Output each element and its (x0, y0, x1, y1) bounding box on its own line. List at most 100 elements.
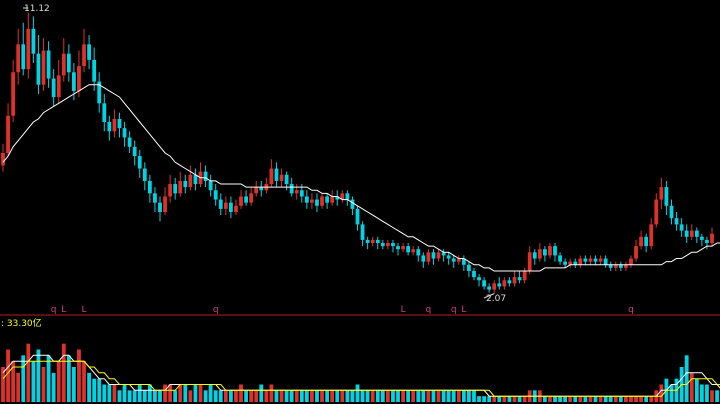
candle-body (603, 258, 608, 265)
volume-bar (593, 396, 598, 402)
candle-body (6, 115, 10, 153)
candle (259, 180, 264, 197)
volume-bar (578, 396, 583, 402)
volume-bar (21, 355, 26, 402)
candle-body (613, 264, 618, 268)
candle-body (689, 230, 694, 237)
candle-body (82, 44, 86, 67)
candle (406, 243, 411, 256)
candle-body (507, 280, 512, 284)
price-moving-average-line (2, 84, 720, 272)
event-marker: L (461, 305, 466, 315)
volume-bar (401, 390, 405, 402)
volume-bar (127, 390, 132, 402)
volume-bar (173, 390, 178, 402)
candle (603, 255, 608, 268)
candle (11, 59, 16, 122)
volume-bar (624, 396, 628, 402)
volume-bar (193, 384, 198, 402)
volume-bar (330, 390, 335, 402)
candle-body (112, 118, 117, 132)
candle-body (234, 205, 238, 212)
candle-body (355, 208, 360, 225)
volume-bar (259, 384, 264, 402)
candle (532, 249, 537, 265)
candle (659, 177, 664, 209)
candle-body (1, 153, 5, 166)
volume-bar (477, 396, 481, 402)
volume-bar (178, 384, 183, 402)
volume-bar (370, 390, 375, 402)
candle-body (31, 28, 36, 54)
candle-body (345, 193, 350, 200)
volume-bar (41, 367, 46, 402)
candle-body (563, 261, 568, 265)
volume-bar (689, 372, 694, 402)
candle-body (527, 252, 532, 271)
candle-body (441, 252, 446, 256)
candle (117, 112, 122, 138)
volume-bar (153, 390, 157, 402)
candle-body (644, 236, 649, 247)
candle-body (163, 196, 167, 212)
candle-body (553, 246, 557, 256)
candle (588, 255, 593, 265)
candle-body (588, 258, 593, 262)
candle (492, 280, 497, 294)
candle-body (320, 196, 324, 206)
volume-bar (411, 390, 416, 402)
volume-bar (608, 396, 613, 402)
candle-body (208, 180, 213, 191)
candle (553, 243, 557, 262)
candle (664, 180, 669, 216)
candle (340, 190, 345, 203)
candle-body (61, 53, 66, 76)
candle (350, 196, 355, 216)
candle-body (279, 174, 284, 181)
volume-bar (380, 390, 385, 402)
candle-body (542, 249, 547, 256)
volume-bar (51, 372, 56, 402)
candle (269, 159, 274, 188)
volume-bar (684, 355, 689, 402)
candle (629, 255, 633, 268)
candle (66, 44, 71, 82)
candle (87, 35, 91, 70)
candle (41, 38, 46, 91)
candle (132, 140, 137, 166)
candle-body (512, 277, 517, 284)
candle (1, 143, 5, 172)
candle (507, 277, 512, 287)
candle-body (284, 174, 289, 185)
candle (142, 162, 147, 191)
candle-body (477, 277, 481, 281)
candle (244, 190, 248, 206)
candle-body (188, 174, 193, 188)
candle-body (289, 184, 294, 194)
candle-body (517, 277, 522, 281)
candle-body (11, 72, 16, 116)
candle-body (102, 103, 107, 122)
volume-bar (639, 396, 643, 402)
candle-body (87, 44, 91, 60)
candle (239, 190, 243, 209)
candle-body (92, 59, 97, 82)
volume-bar (629, 396, 633, 402)
candle-body (249, 193, 254, 203)
volume-bar (659, 384, 664, 402)
volume-bar (644, 396, 649, 402)
candle-body (624, 264, 628, 268)
candle-body (173, 184, 178, 194)
candle (102, 94, 107, 132)
candle (97, 72, 102, 113)
candle (193, 168, 198, 191)
candle (705, 236, 709, 250)
volume-bar (56, 361, 61, 402)
candle (411, 246, 416, 256)
volume-bar (11, 361, 16, 402)
candle (355, 205, 360, 231)
volume-bar (385, 390, 390, 402)
volume-bar (340, 390, 345, 402)
volume-bar (492, 396, 497, 402)
volume-bar (345, 390, 350, 402)
